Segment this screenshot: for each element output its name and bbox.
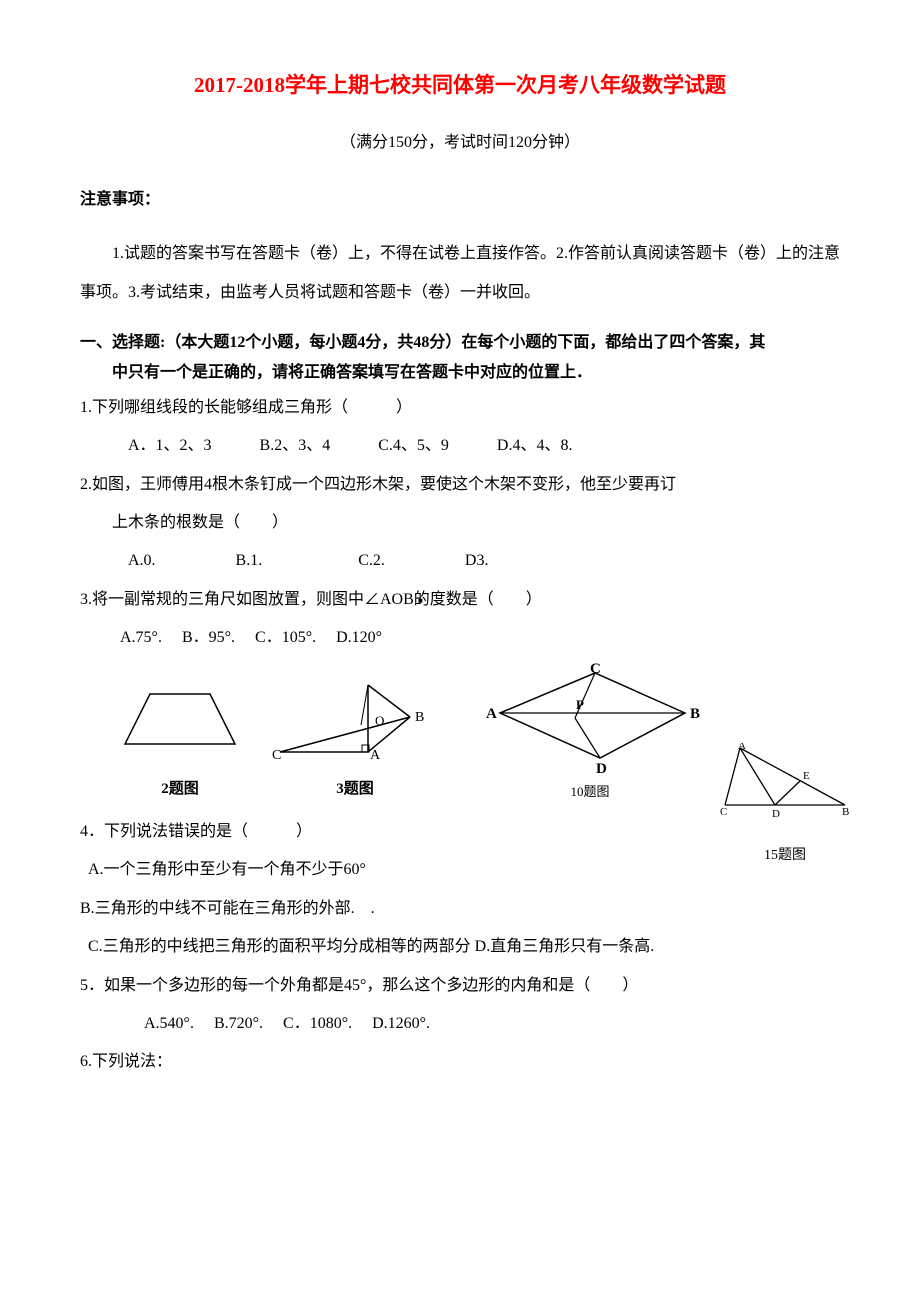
- q4b: B.三角形的中线不可能在三角形的外部. .: [80, 890, 840, 928]
- svg-text:P: P: [576, 697, 584, 712]
- page-title: 2017-2018学年上期七校共同体第一次月考八年级数学试题: [80, 60, 840, 110]
- sec1-l1: 一、选择题:（本大题12个小题，每小题4分，共48分）在每个小题的下面，都给出了…: [80, 328, 840, 358]
- q3: 3.将一副常规的三角尺如图放置，则图中∠AOB的度数是（ ） ■: [80, 581, 840, 619]
- svg-text:E: E: [803, 770, 810, 782]
- q3-text: 3.将一副常规的三角尺如图放置，则图中∠AOB的度数是（ ）: [80, 591, 542, 608]
- section-1-heading: 一、选择题:（本大题12个小题，每小题4分，共48分）在每个小题的下面，都给出了…: [80, 328, 840, 389]
- notice-body: 1.试题的答案书写在答题卡（卷）上，不得在试卷上直接作答。2.作答前认真阅读答题…: [80, 235, 840, 312]
- svg-text:A: A: [738, 743, 746, 752]
- figure-row: 2题图 O B A C 3题图 C A B D P 10题图: [120, 663, 840, 807]
- q4cd: C.三角形的中线把三角形的面积平均分成相等的两部分 D.直角三角形只有一条高.: [80, 928, 840, 966]
- fig2-caption: 2题图: [120, 771, 240, 807]
- svg-text:C: C: [272, 748, 281, 762]
- svg-text:O: O: [375, 713, 384, 728]
- q5: 5．如果一个多边形的每一个外角都是45°，那么这个多边形的内角和是（ ）: [80, 967, 840, 1005]
- fig15-caption: 15题图: [720, 839, 850, 873]
- kite-diagram-icon: C A B D P: [480, 663, 700, 778]
- q6: 6.下列说法：: [80, 1043, 840, 1081]
- q2: 2.如图，王师傅用4根木条钉成一个四边形木架，要使这个木架不变形，他至少要再订: [80, 466, 840, 504]
- q1: 1.下列哪组线段的长能够组成三角形（ ）: [80, 389, 840, 427]
- fig2: 2题图: [120, 686, 240, 807]
- svg-text:C: C: [720, 806, 727, 818]
- dot-icon: ■: [418, 591, 423, 610]
- triangle-ruler-icon: O B A C: [270, 677, 440, 762]
- triangle-15-icon: A C D E B: [720, 743, 850, 823]
- sec1-l2: 中只有一个是正确的，请将正确答案填写在答题卡中对应的位置上．: [80, 358, 840, 388]
- subtitle: （满分150分，考试时间120分钟）: [80, 124, 840, 162]
- notice-label: 注意事项：: [80, 181, 840, 219]
- svg-text:A: A: [370, 748, 381, 762]
- trapezoid-icon: [120, 686, 240, 756]
- svg-text:C: C: [590, 663, 601, 677]
- q1-options: A．1、2、3 B.2、3、4 C.4、5、9 D.4、4、8.: [80, 427, 840, 465]
- q2-options: A.0. B.1. C.2. D3.: [80, 542, 840, 580]
- fig3-caption: 3题图: [270, 771, 440, 807]
- q3-options: A.75°. B．95°. C．105°. D.120°: [80, 619, 840, 657]
- fig15: A C D E B 15题图: [720, 743, 850, 872]
- svg-text:B: B: [690, 706, 700, 722]
- fig10: C A B D P 10题图: [480, 663, 700, 807]
- svg-text:B: B: [415, 710, 424, 725]
- svg-text:A: A: [486, 706, 497, 722]
- q2b: 上木条的根数是（ ）: [80, 504, 840, 542]
- fig3: O B A C 3题图: [270, 677, 440, 807]
- svg-text:B: B: [842, 806, 849, 818]
- fig10-caption: 10题图: [480, 776, 700, 807]
- svg-text:D: D: [772, 808, 780, 820]
- q5-options: A.540°. B.720°. C．1080°. D.1260°.: [80, 1005, 840, 1043]
